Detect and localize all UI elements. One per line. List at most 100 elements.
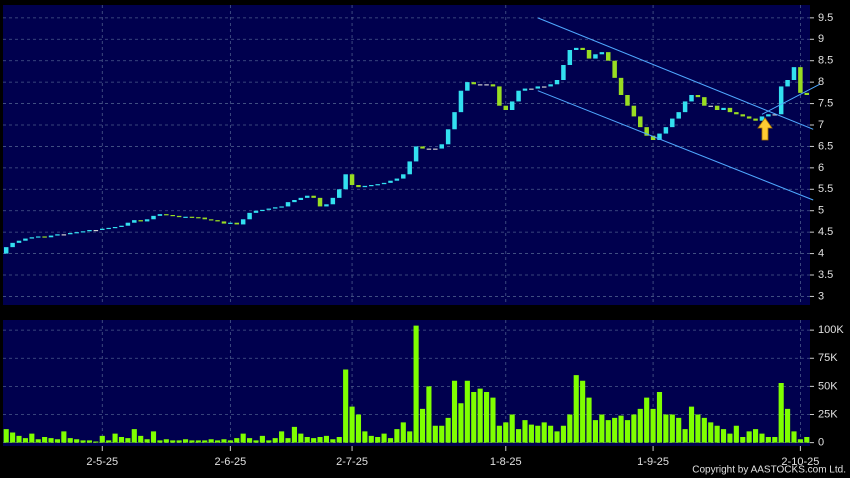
candle-body [650,135,656,140]
volume-bar [253,440,259,443]
candle-body [125,222,131,226]
volume-bar [227,440,233,443]
candle-body [798,67,803,93]
candle-body [221,221,227,224]
candle-body [509,101,515,110]
candle-body [55,234,60,236]
candle-body [119,225,124,227]
volume-bar [451,380,458,443]
candle-body [234,222,240,225]
y-tick-label: 9.5 [818,12,833,24]
volume-bar [624,420,631,443]
candle-body [381,182,387,185]
volume-bar [362,431,368,443]
candle-body [228,222,233,224]
candle-body [554,80,560,85]
candle-body [580,47,585,50]
volume-bar [125,438,131,443]
candle-body [599,52,605,55]
volume-bar [701,417,707,443]
candle-body [29,237,35,239]
trend-line [537,90,814,201]
candle-body [337,189,342,198]
candle-body [484,84,489,86]
candle-body [561,65,566,80]
candle-body [247,212,252,220]
volume-bar [93,441,99,443]
volume-bar [368,435,374,443]
volume-bar [3,429,9,443]
candle-body [144,219,150,222]
candle-body [772,114,778,116]
candle-body [567,50,573,65]
candle-body [702,97,707,106]
candle-body [401,174,406,179]
volume-bar [765,437,771,443]
volume-bar [74,439,80,443]
volume-bar [202,440,208,443]
candle-body [746,116,752,119]
volume-bar [509,414,515,443]
volume-bar [48,438,54,443]
volume-bar [804,437,810,443]
volume-bar [759,433,765,443]
volume-bar [663,414,669,443]
volume-bar [317,437,323,443]
candle-body [106,227,111,230]
trend-line [761,83,820,115]
volume-bar [291,426,297,443]
volume-bar [637,408,643,443]
volume-bar [10,432,16,443]
candle-body [311,195,316,198]
volume-bar [61,431,67,443]
volume-bar [612,417,618,443]
volume-bar [80,440,86,443]
candle-body [625,95,630,106]
candle-body [573,47,579,50]
volume-bar [106,440,112,443]
candle-body [734,112,739,115]
candle-body [87,230,92,232]
volume-bar [419,408,426,443]
volume-bar [42,437,48,443]
volume-bar [503,422,509,443]
candle-body [298,197,304,200]
candle-body [42,236,47,238]
candle-body [785,80,790,87]
candle-body [68,233,73,235]
volume-bar [522,420,528,443]
x-tick-label: 1-8-25 [490,456,522,468]
candle-body [16,240,22,243]
volume-bar [214,440,221,443]
candle-body [266,208,272,210]
volume-bar [644,397,650,443]
volume-bar [35,439,41,443]
volume-bar [323,435,330,443]
volume-bar [599,414,605,443]
candle-body [3,247,9,254]
y-tick-label: 6 [818,162,824,174]
candle-body [202,217,207,220]
candle-body [35,236,41,238]
volume-bar [259,435,265,443]
x-tick-label: 1-9-25 [637,456,669,468]
volume-bar [131,429,137,443]
volume-bar [496,425,502,443]
candle-body [48,235,54,238]
volume-bar [112,433,118,443]
volume-bar [752,429,759,443]
volume-bar [714,425,720,443]
volume-bar [195,440,201,443]
volume-bar [650,408,656,443]
candle-body [100,228,105,230]
volume-bar [656,392,663,443]
volume-bar [682,429,688,443]
y-tick-label: 25K [818,408,838,420]
candle-body [279,206,284,208]
candle-body [388,180,393,183]
volume-bar [740,437,746,443]
volume-bar [471,392,477,443]
candle-body [215,220,220,222]
candle-body [766,114,771,117]
candle-body [10,242,15,248]
